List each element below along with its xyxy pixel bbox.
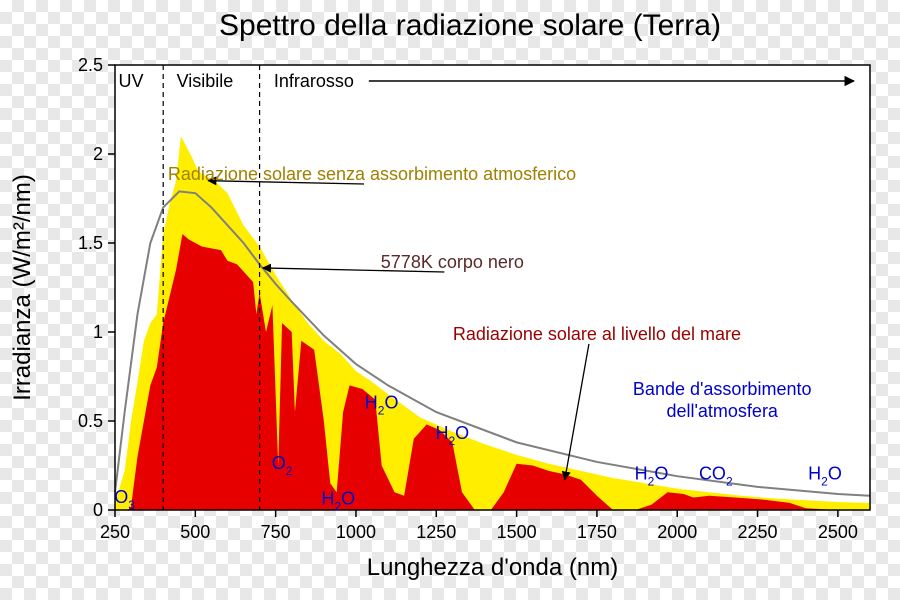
svg-text:Infrarosso: Infrarosso <box>274 71 354 91</box>
svg-text:dell'atmosfera: dell'atmosfera <box>666 401 778 421</box>
svg-text:Visibile: Visibile <box>177 71 234 91</box>
svg-text:Radiazione solare al livello d: Radiazione solare al livello del mare <box>453 324 741 344</box>
svg-text:0.5: 0.5 <box>78 411 103 431</box>
svg-text:UV: UV <box>119 71 144 91</box>
svg-text:1000: 1000 <box>336 522 376 542</box>
svg-text:Bande d'assorbimento: Bande d'assorbimento <box>633 379 812 399</box>
svg-text:5778K corpo nero: 5778K corpo nero <box>381 252 524 272</box>
svg-text:2500: 2500 <box>818 522 858 542</box>
svg-text:2000: 2000 <box>657 522 697 542</box>
svg-text:750: 750 <box>261 522 291 542</box>
solar-spectrum-chart: 2505007501000125015001750200022502500 00… <box>0 0 900 600</box>
svg-text:1: 1 <box>93 322 103 342</box>
y-ticks: 0 0.5 1 1.5 2 2.5 <box>78 55 115 520</box>
y-axis-label: Irradianza (W/m²/nm) <box>9 174 36 401</box>
chart-title: Spettro della radiazione solare (Terra) <box>219 9 721 42</box>
svg-text:2250: 2250 <box>738 522 778 542</box>
svg-text:1250: 1250 <box>416 522 456 542</box>
svg-text:2: 2 <box>93 144 103 164</box>
svg-text:500: 500 <box>180 522 210 542</box>
svg-text:1.5: 1.5 <box>78 233 103 253</box>
svg-text:1750: 1750 <box>577 522 617 542</box>
svg-text:2.5: 2.5 <box>78 55 103 75</box>
svg-text:250: 250 <box>100 522 130 542</box>
x-axis-label: Lunghezza d'onda (nm) <box>367 554 618 581</box>
svg-text:1500: 1500 <box>497 522 537 542</box>
svg-text:0: 0 <box>93 500 103 520</box>
chart-container: 2505007501000125015001750200022502500 00… <box>0 0 900 600</box>
x-ticks: 250 500 750 1000 1250 1500 1750 2000 2250 2500 <box>100 510 858 542</box>
svg-text:Radiazione solare senza assorb: Radiazione solare senza assorbimento atm… <box>168 164 576 184</box>
